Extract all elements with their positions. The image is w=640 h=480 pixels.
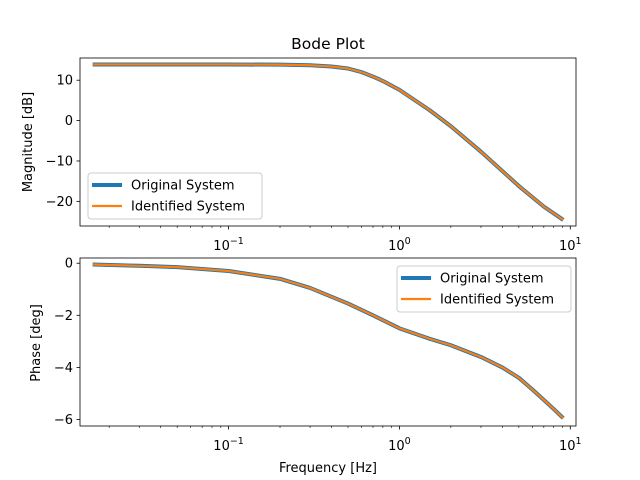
series-line-identified-system <box>92 263 565 419</box>
x-tick-label: 10−1 <box>213 236 244 254</box>
y-tick-label: 0 <box>65 114 73 129</box>
x-tick-label: 100 <box>388 236 411 254</box>
legend-label: Identified System <box>440 293 554 308</box>
y-tick-label: −4 <box>54 361 73 376</box>
x-axis-label: Frequency [Hz] <box>279 461 377 476</box>
y-tick-label: −10 <box>46 154 73 169</box>
magnitude-plot: Bode Plot Magnitude [dB] 10−1 100 101100−1… <box>21 35 582 254</box>
legend-box <box>396 265 572 313</box>
legend-label: Identified System <box>131 200 245 215</box>
x-tick-label: 100 <box>388 436 411 454</box>
series-line-identified-system <box>92 63 564 221</box>
y-tick-label: 0 <box>65 257 73 272</box>
axes-frame <box>79 57 577 227</box>
legend-box <box>87 172 263 220</box>
x-tick-label: 101 <box>559 436 582 454</box>
x-tick-label: 10−1 <box>213 436 244 454</box>
chart-title: Bode Plot <box>291 35 365 53</box>
phase-y-axis-label: Phase [deg] <box>29 304 44 382</box>
legend: Original System Identified System <box>87 172 263 220</box>
magnitude-y-axis-label: Magnitude [dB] <box>21 92 36 192</box>
phase-plot: Phase [deg] Frequency [Hz] 10−1 100 101 0 −2… <box>29 257 582 476</box>
y-tick-label: 10 <box>56 74 73 89</box>
legend: Original System Identified System <box>396 265 572 313</box>
y-tick-label: −6 <box>54 413 73 428</box>
legend-label: Original System <box>440 272 543 287</box>
axes-frame <box>79 257 577 427</box>
legend-label: Original System <box>131 179 234 194</box>
y-tick-label: −2 <box>54 309 73 324</box>
y-tick-label: −20 <box>46 195 73 210</box>
x-tick-label: 101 <box>559 236 582 254</box>
